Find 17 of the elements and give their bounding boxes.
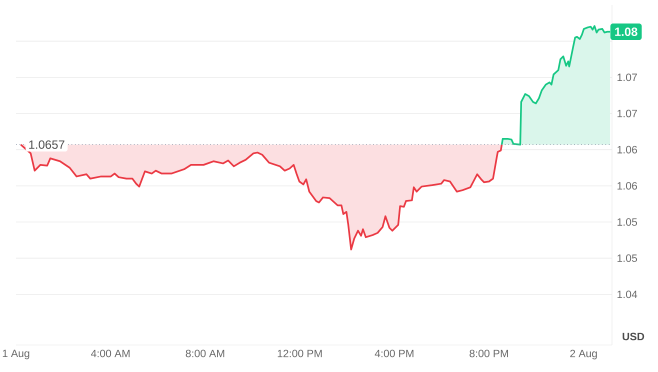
y-tick-label: 1.07 [618, 110, 637, 118]
text: USD [622, 332, 644, 340]
x-tick-label: 2 Aug [570, 350, 597, 360]
x-tick-label: 8:00 AM [186, 350, 224, 358]
x-tick-label: 8:00 PM [470, 350, 508, 358]
x-tick-label: 4:00 AM [90, 350, 130, 358]
y-tick-label: 1.05 [618, 254, 638, 262]
y-tick-label: 1.06 [618, 182, 637, 190]
y-tick-label: 1.04 [618, 290, 638, 298]
ref-line-label: 1.0657 [29, 140, 64, 149]
y-tick-label: 1.05 [618, 218, 638, 226]
x-tick-label: 4:00 PM [374, 350, 414, 358]
x-tick-label: 1 Aug [2, 350, 30, 360]
x-tick-label: 12:00 PM [278, 350, 322, 358]
y-tick-label: 1.07 [618, 74, 637, 82]
annotation: 1.08 [615, 28, 638, 36]
y-tick-label: 1.06 [618, 146, 637, 154]
